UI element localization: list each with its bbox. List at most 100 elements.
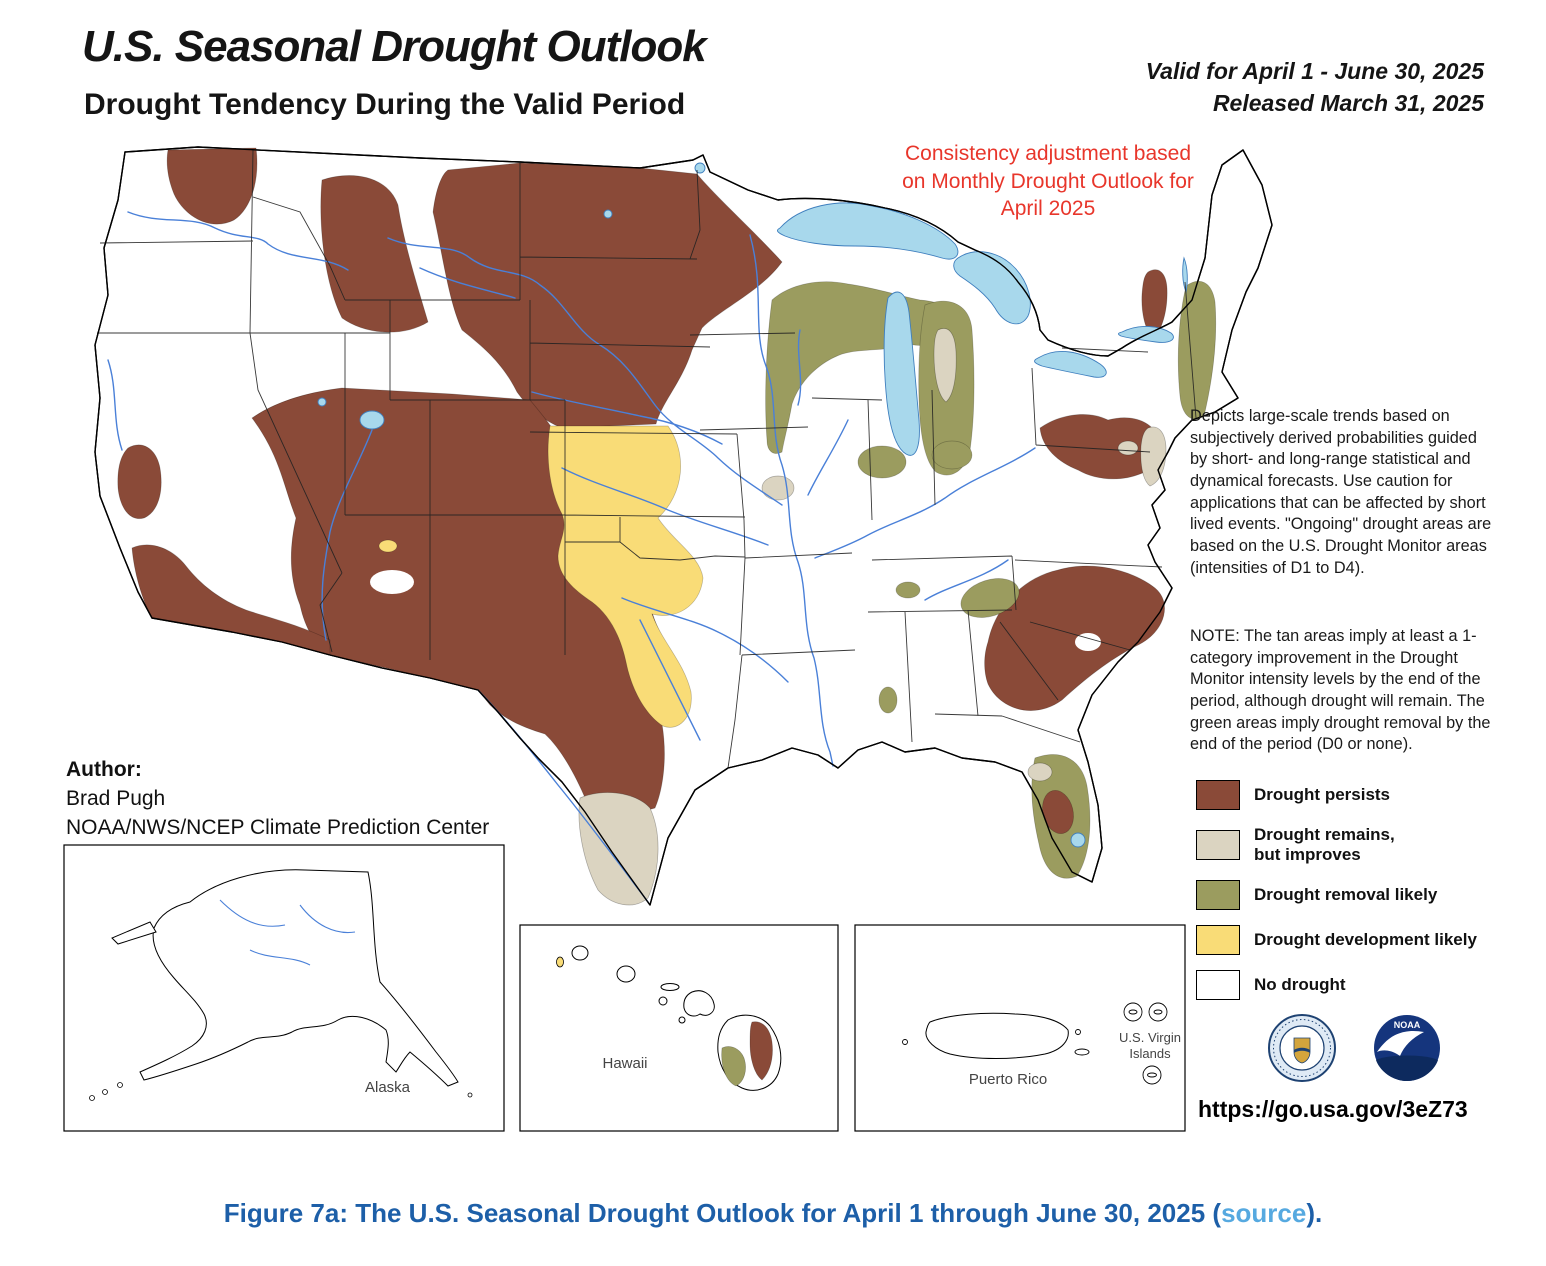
legend-row-development: Drought development likely (1196, 925, 1477, 956)
puerto-rico-landmass (925, 1012, 1069, 1059)
author-label: Author: (66, 758, 142, 781)
legend-label-removal: Drought removal likely (1254, 885, 1438, 905)
hawaii-label: Hawaii (602, 1055, 647, 1072)
region-improves-west-michigan (933, 328, 957, 403)
state-borders (97, 149, 1197, 769)
legend-row-removal: Drought removal likely (1196, 880, 1477, 911)
alaska-landmass (139, 869, 459, 1087)
map-description-text: Depicts large-scale trends based on subj… (1190, 407, 1492, 577)
region-nodrought-central-arizona (370, 570, 414, 594)
puerto-rico-label: Puerto Rico (969, 1071, 1047, 1088)
island-vieques (1074, 1048, 1090, 1056)
region-removal-ms-coast (878, 686, 898, 714)
doc-seal-wave (1294, 1047, 1310, 1053)
legend-row-improves: Drought remains, but improves (1196, 825, 1477, 865)
lake-superior (777, 202, 959, 260)
puerto-rico-inset: U.S. Virgin Islands Puerto Rico (854, 924, 1186, 1132)
regions-drought-development (378, 425, 704, 728)
source-link[interactable]: source (1221, 1198, 1307, 1228)
island-mona (902, 1039, 908, 1045)
island-lanai (658, 996, 668, 1006)
alaska-inset: Alaska (63, 844, 505, 1132)
legend-label-no-drought: No drought (1254, 975, 1346, 995)
released-line: Released March 31, 2025 (1212, 89, 1484, 116)
usvi-label-line1: U.S. Virgin (1119, 1030, 1181, 1045)
map-note-text: NOTE: The tan areas imply at least a 1-c… (1190, 627, 1491, 754)
legend-row-persists: Drought persists (1196, 780, 1477, 810)
island-niihau (556, 956, 564, 968)
page-subtitle: Drought Tendency During the Valid Period (84, 88, 686, 121)
region-improves-south-texas (578, 792, 659, 906)
region-nodrought-midlands-sc (1075, 633, 1101, 651)
region-improves-nj-coast (1140, 426, 1167, 487)
lake-huron (953, 251, 1031, 325)
aleutian-islands (89, 1082, 473, 1101)
conus-outline (94, 146, 1273, 906)
island-hawaii-removal-zone (721, 1046, 746, 1087)
legend-swatch-development (1196, 925, 1240, 956)
lake-erie (1034, 351, 1107, 378)
region-removal-indiana (857, 445, 907, 479)
alaska-rivers (219, 899, 356, 966)
valid-period-line: Valid for April 1 - June 30, 2025 (1145, 58, 1484, 84)
regions-drought-improves (578, 328, 1167, 906)
hawaii-inset: Hawaii (519, 924, 839, 1132)
legend-swatch-improves (1196, 830, 1240, 861)
region-persists-carolinas (984, 565, 1165, 711)
page-title: U.S. Seasonal Drought Outlook (82, 22, 707, 71)
region-improves-north-florida (1027, 762, 1053, 782)
noaa-logo-text: NOAA (1394, 1020, 1421, 1030)
great-salt-lake (359, 410, 385, 430)
legend-swatch-persists (1196, 780, 1240, 810)
region-improves-illinois (761, 475, 795, 501)
usvi-circle-st-john (1148, 1002, 1168, 1022)
lake-michigan (883, 291, 920, 456)
doc-seal-logo (1268, 1014, 1336, 1082)
figure-caption-prefix: Figure 7a: The U.S. Seasonal Drought Out… (223, 1198, 1222, 1228)
legend-label-development: Drought development likely (1254, 930, 1477, 950)
region-removal-ohio (931, 440, 973, 470)
author-org: NOAA/NWS/NCEP Climate Prediction Center (66, 815, 490, 839)
region-persists-norcal-coast (117, 444, 162, 520)
island-molokai (660, 983, 680, 991)
map-legend: Drought persists Drought remains, but im… (1196, 780, 1477, 1001)
region-development-ne-arizona (378, 539, 398, 553)
legend-swatch-removal (1196, 880, 1240, 911)
island-kahoolawe (678, 1016, 686, 1024)
island-kauai (571, 945, 589, 961)
legend-row-no-drought: No drought (1196, 970, 1477, 1001)
figure-caption-suffix: ). (1306, 1198, 1323, 1228)
lake-of-the-woods (694, 162, 706, 174)
legend-swatch-no-drought (1196, 970, 1240, 1001)
island-hawaii-persists-zone (749, 1021, 773, 1081)
shortlink-url: https://go.usa.gov/3eZ73 (1198, 1096, 1468, 1122)
hawaii-inset-frame (519, 924, 839, 1132)
noaa-gull (1377, 1030, 1424, 1056)
island-culebra (1075, 1029, 1081, 1035)
region-development-high-plains (547, 425, 704, 728)
island-oahu (616, 965, 636, 983)
lake-tahoe (317, 397, 327, 407)
valid-period-block: Valid for April 1 - June 30, 2025 Releas… (1146, 56, 1484, 119)
consistency-note: Consistency adjustment based on Monthly … (902, 142, 1194, 221)
region-removal-sc-georgia (960, 578, 1020, 618)
noaa-wave (1376, 1055, 1438, 1081)
region-removal-kentucky (895, 581, 921, 599)
devils-lake (603, 209, 613, 219)
usvi-label-line2: Islands (1129, 1046, 1171, 1061)
island-maui (683, 990, 715, 1017)
figure-caption: Figure 7a: The U.S. Seasonal Drought Out… (0, 1198, 1546, 1229)
legend-label-persists: Drought persists (1254, 784, 1391, 804)
usvi-circle-st-croix (1142, 1065, 1162, 1085)
region-persists-washington (166, 147, 258, 225)
usvi-circle-st-thomas (1123, 1002, 1143, 1022)
alaska-seward-peninsula (111, 921, 157, 945)
alaska-label: Alaska (365, 1079, 411, 1096)
region-persists-west-montana (320, 175, 429, 333)
great-lakes (317, 162, 1188, 848)
legend-label-improves: Drought remains, but improves (1254, 825, 1395, 865)
noaa-logo: NOAA (1374, 1015, 1440, 1081)
author-name: Brad Pugh (66, 786, 166, 810)
